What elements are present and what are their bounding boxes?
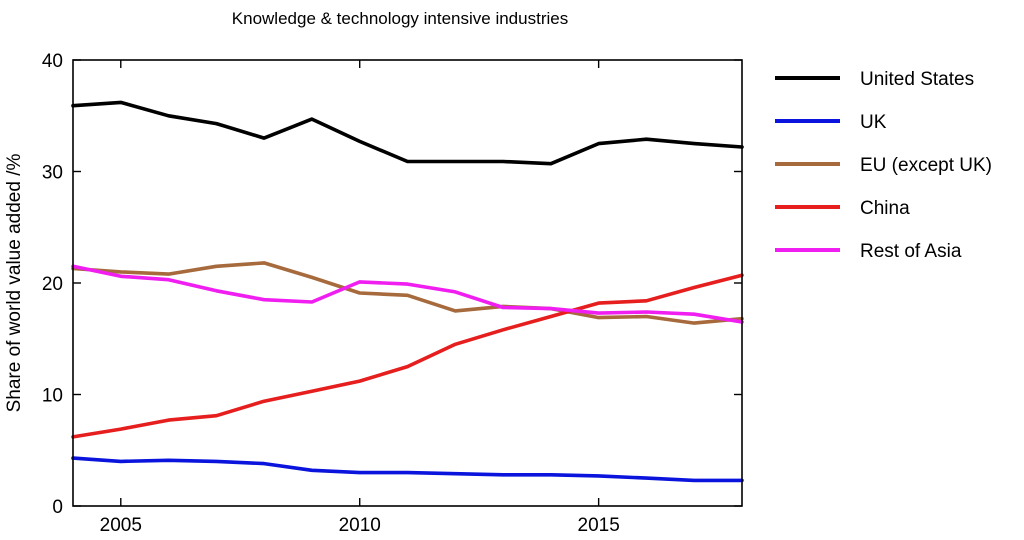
legend-label-3: China (860, 198, 910, 219)
x-tick-label-2: 2015 (578, 515, 620, 536)
legend-label-0: United States (860, 69, 974, 90)
series-line-3 (71, 273, 744, 439)
series-layer (71, 100, 744, 483)
y-tick-label-0: 0 (52, 497, 63, 518)
legend-label-4: Rest of Asia (860, 241, 962, 262)
legend-label-2: EU (except UK) (860, 155, 992, 176)
series-line-0 (71, 100, 744, 166)
series-line-4 (71, 264, 744, 324)
x-tick-label-0: 2005 (100, 515, 142, 536)
legend: United States UK EU (except UK) China Rest o… (775, 69, 992, 262)
y-tick-label-2: 20 (42, 274, 63, 295)
legend-label-1: UK (860, 112, 887, 133)
series-line-2 (71, 261, 744, 325)
y-tick-label-1: 10 (42, 386, 63, 407)
ticks-layer: 0 10 20 30 40 2005 2010 2015 (42, 51, 742, 536)
y-tick-label-3: 30 (42, 163, 63, 184)
chart-title: Knowledge & technology intensive industr… (232, 9, 568, 28)
y-axis-label: Share of world value added /% (4, 154, 25, 413)
series-line-1 (71, 456, 744, 483)
y-tick-label-4: 40 (42, 51, 63, 72)
x-tick-label-1: 2010 (339, 515, 381, 536)
